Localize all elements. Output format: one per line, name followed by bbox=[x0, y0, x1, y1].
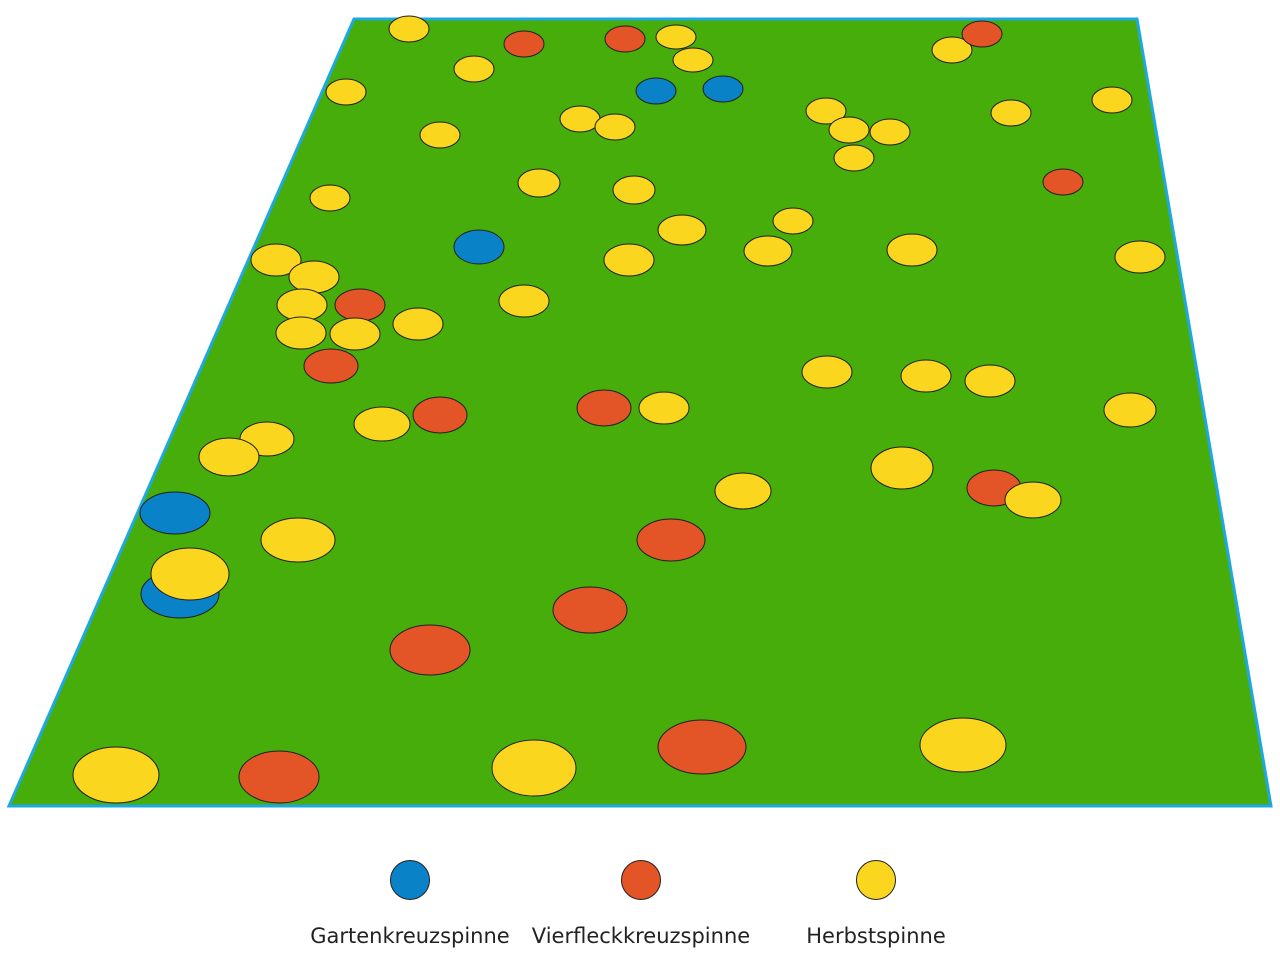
spider-marker-herbstspinne bbox=[833, 144, 875, 172]
spider-marker-herbstspinne bbox=[198, 437, 260, 477]
spider-marker-herbstspinne bbox=[453, 55, 495, 83]
spider-marker-herbstspinne bbox=[325, 78, 367, 106]
spider-marker-herbstspinne bbox=[805, 97, 847, 125]
spider-marker-vierfleckkreuzspinne bbox=[303, 348, 359, 384]
legend-swatch-herbstspinne bbox=[856, 860, 896, 900]
spider-marker-herbstspinne bbox=[964, 364, 1016, 398]
spider-marker-vierfleckkreuzspinne bbox=[1042, 168, 1084, 196]
meadow-diagram bbox=[6, 15, 1273, 808]
spider-marker-herbstspinne bbox=[1103, 392, 1157, 428]
spider-marker-herbstspinne bbox=[260, 517, 336, 563]
spider-marker-herbstspinne bbox=[990, 99, 1032, 127]
spider-marker-herbstspinne bbox=[329, 317, 381, 351]
spider-marker-herbstspinne bbox=[491, 739, 577, 797]
legend-item-vierfleckkreuzspinne: Vierfleckkreuzspinne bbox=[521, 855, 761, 948]
spider-marker-herbstspinne bbox=[288, 260, 340, 294]
spider-marker-herbstspinne bbox=[309, 184, 351, 212]
spider-marker-herbstspinne bbox=[559, 105, 601, 133]
spider-marker-herbstspinne bbox=[828, 116, 870, 144]
spider-marker-herbstspinne bbox=[1114, 240, 1166, 274]
spider-marker-herbstspinne bbox=[72, 746, 160, 804]
spider-marker-gartenkreuzspinne bbox=[702, 75, 744, 103]
spider-marker-herbstspinne bbox=[517, 168, 561, 198]
spider-marker-herbstspinne bbox=[150, 547, 230, 601]
spider-marker-herbstspinne bbox=[919, 717, 1007, 773]
spider-marker-vierfleckkreuzspinne bbox=[334, 288, 386, 322]
spider-marker-herbstspinne bbox=[498, 284, 550, 318]
spider-marker-herbstspinne bbox=[870, 446, 934, 490]
spider-marker-vierfleckkreuzspinne bbox=[552, 586, 628, 634]
spider-marker-herbstspinne bbox=[743, 235, 793, 267]
spider-marker-herbstspinne bbox=[801, 355, 853, 389]
spider-marker-herbstspinne bbox=[419, 121, 461, 149]
legend-item-herbstspinne: Herbstspinne bbox=[756, 855, 996, 948]
spider-marker-gartenkreuzspinne bbox=[139, 491, 211, 535]
spider-marker-vierfleckkreuzspinne bbox=[961, 20, 1003, 48]
spider-marker-gartenkreuzspinne bbox=[635, 77, 677, 105]
spider-marker-vierfleckkreuzspinne bbox=[503, 30, 545, 58]
spider-marker-vierfleckkreuzspinne bbox=[576, 389, 632, 427]
spider-marker-gartenkreuzspinne bbox=[453, 229, 505, 265]
legend-label: Herbstspinne bbox=[806, 924, 946, 948]
spider-marker-vierfleckkreuzspinne bbox=[389, 624, 471, 676]
spider-marker-vierfleckkreuzspinne bbox=[604, 25, 646, 53]
legend-label: Vierfleckkreuzspinne bbox=[531, 924, 751, 948]
spider-marker-herbstspinne bbox=[276, 288, 328, 322]
spider-marker-vierfleckkreuzspinne bbox=[238, 750, 320, 804]
spider-marker-herbstspinne bbox=[931, 36, 973, 64]
legend-swatch-vierfleckkreuzspinne bbox=[621, 860, 661, 900]
spider-marker-herbstspinne bbox=[886, 233, 938, 267]
spider-marker-herbstspinne bbox=[353, 406, 411, 442]
spider-marker-herbstspinne bbox=[392, 307, 444, 341]
spider-marker-herbstspinne bbox=[388, 15, 430, 43]
spider-marker-herbstspinne bbox=[869, 118, 911, 146]
spider-marker-herbstspinne bbox=[714, 472, 772, 510]
spider-marker-herbstspinne bbox=[594, 113, 636, 141]
spider-marker-herbstspinne bbox=[672, 47, 714, 73]
spider-marker-herbstspinne bbox=[250, 243, 302, 277]
legend-item-gartenkreuzspinne: Gartenkreuzspinne bbox=[290, 855, 530, 948]
spider-marker-herbstspinne bbox=[603, 243, 655, 277]
legend: Gartenkreuzspinne Vierfleckkreuzspinne H… bbox=[0, 855, 1280, 954]
spider-marker-vierfleckkreuzspinne bbox=[412, 396, 468, 434]
spider-marker-herbstspinne bbox=[1004, 481, 1062, 519]
spider-marker-vierfleckkreuzspinne bbox=[636, 518, 706, 562]
spider-marker-herbstspinne bbox=[1091, 86, 1133, 114]
spider-markers bbox=[72, 15, 1166, 804]
spider-marker-herbstspinne bbox=[612, 175, 656, 205]
spider-marker-herbstspinne bbox=[772, 207, 814, 235]
spider-marker-herbstspinne bbox=[657, 214, 707, 246]
legend-swatch-gartenkreuzspinne bbox=[390, 860, 430, 900]
spider-marker-vierfleckkreuzspinne bbox=[657, 719, 747, 775]
spider-marker-herbstspinne bbox=[638, 391, 690, 425]
spider-marker-herbstspinne bbox=[655, 24, 697, 50]
spider-marker-herbstspinne bbox=[900, 359, 952, 393]
spider-marker-herbstspinne bbox=[275, 316, 327, 350]
legend-label: Gartenkreuzspinne bbox=[310, 924, 510, 948]
